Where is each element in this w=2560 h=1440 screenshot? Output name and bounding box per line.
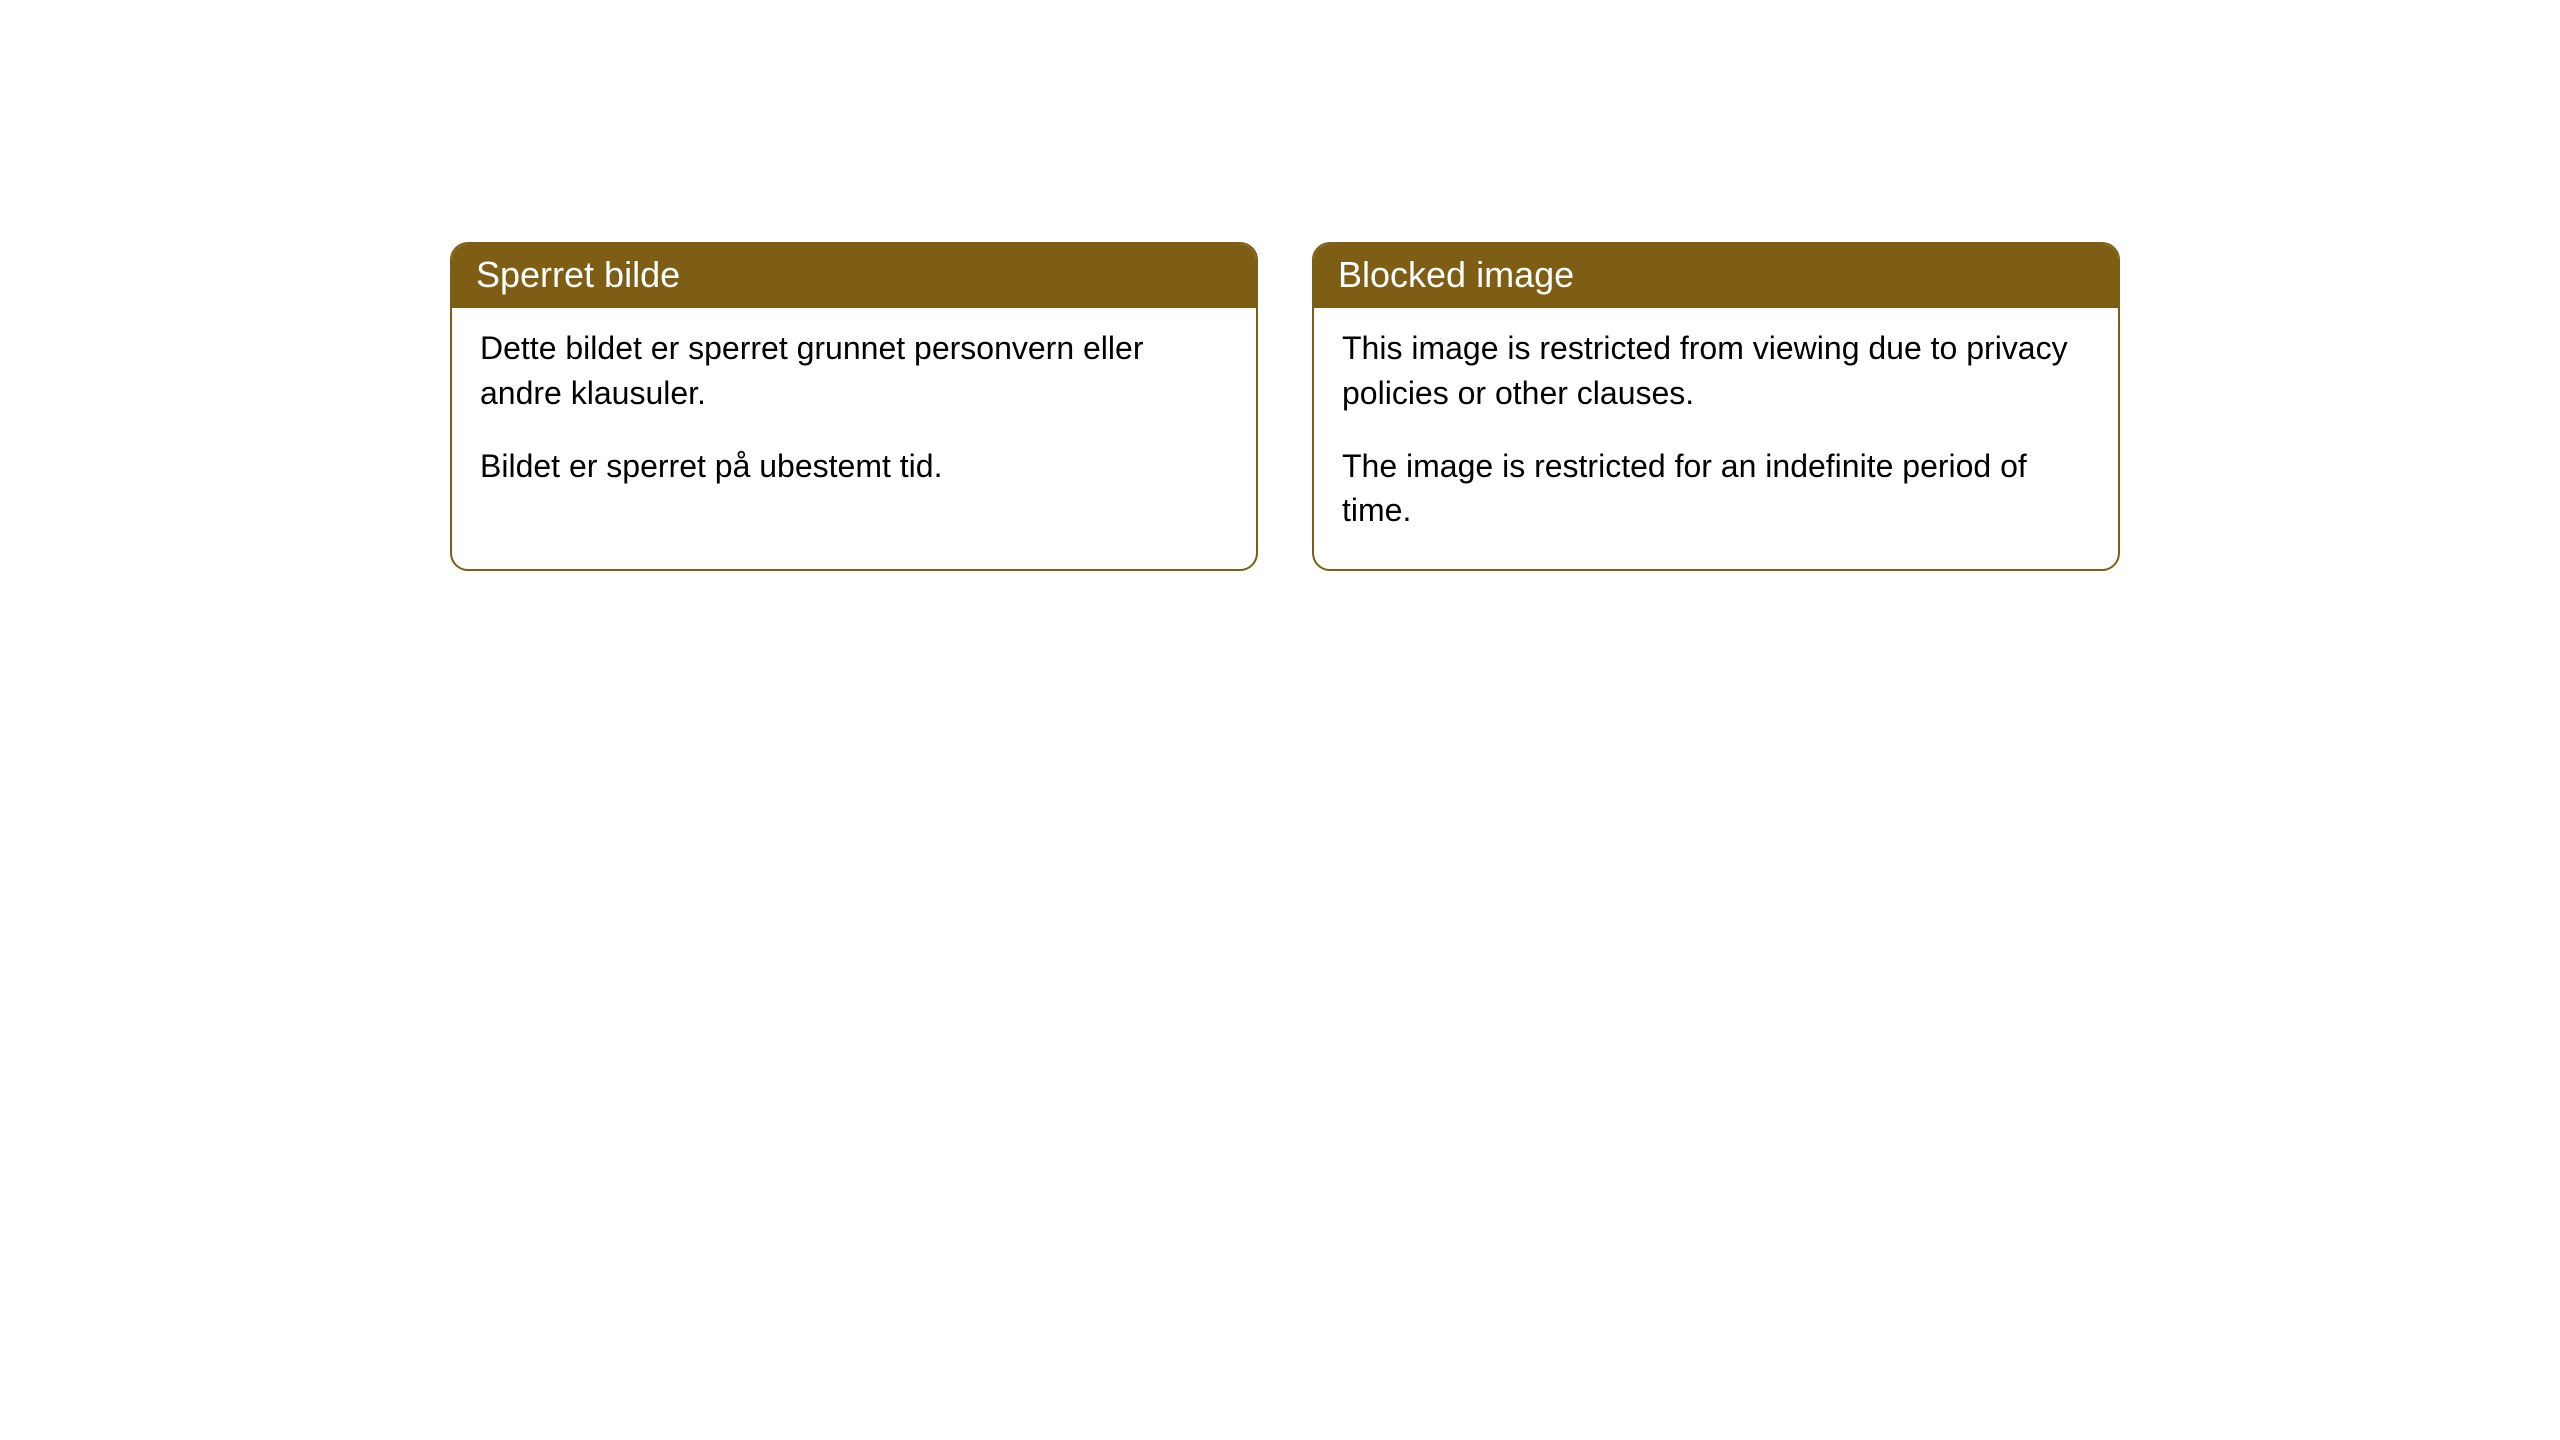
card-header-norwegian: Sperret bilde <box>452 244 1256 308</box>
card-paragraph-1: Dette bildet er sperret grunnet personve… <box>480 326 1228 416</box>
card-english: Blocked image This image is restricted f… <box>1312 242 2120 571</box>
card-paragraph-2: The image is restricted for an indefinit… <box>1342 444 2090 534</box>
card-norwegian: Sperret bilde Dette bildet er sperret gr… <box>450 242 1258 571</box>
card-body-norwegian: Dette bildet er sperret grunnet personve… <box>452 308 1256 524</box>
card-header-english: Blocked image <box>1314 244 2118 308</box>
card-body-english: This image is restricted from viewing du… <box>1314 308 2118 569</box>
cards-container: Sperret bilde Dette bildet er sperret gr… <box>450 242 2120 571</box>
card-paragraph-1: This image is restricted from viewing du… <box>1342 326 2090 416</box>
card-paragraph-2: Bildet er sperret på ubestemt tid. <box>480 444 1228 489</box>
